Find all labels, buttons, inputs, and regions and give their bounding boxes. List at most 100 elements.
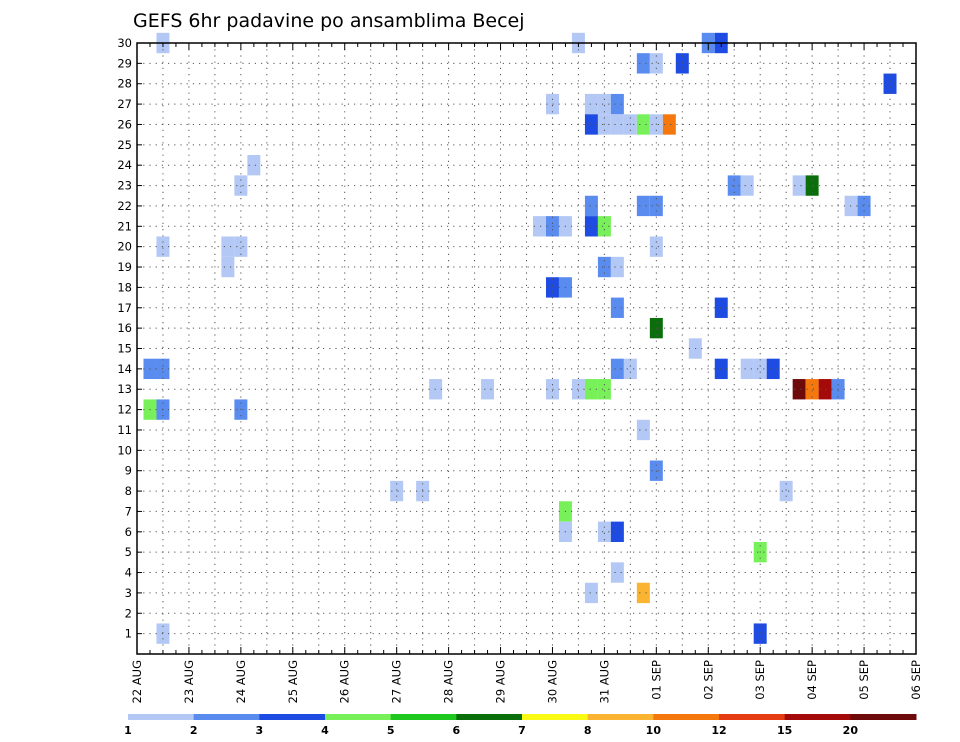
chart-title: GEFS 6hr padavine po ansamblima Becej: [133, 10, 525, 32]
x-tick-label: 27 AUG: [390, 660, 404, 703]
y-tick-label: 20: [117, 240, 132, 254]
precip-cell: [714, 358, 728, 380]
x-tick-label: 04 SEP: [805, 660, 819, 700]
y-tick-label: 27: [117, 97, 132, 111]
precip-cell: [636, 195, 650, 217]
x-tick-label: 23 AUG: [182, 660, 196, 703]
precip-cell: [636, 53, 650, 74]
y-axis: 1234567891011121314151617181920212223242…: [117, 36, 916, 641]
precip-cell: [610, 114, 624, 135]
precip-cell: [805, 379, 819, 400]
y-tick-label: 3: [125, 586, 132, 600]
precip-cell: [805, 175, 819, 196]
y-tick-label: 8: [125, 484, 132, 498]
precip-cell: [610, 297, 624, 318]
precip-cell: [792, 379, 806, 400]
colorbar-label: 2: [190, 724, 198, 737]
precip-cell: [649, 317, 663, 339]
x-tick-label: 05 SEP: [857, 660, 871, 700]
precip-cell: [649, 460, 663, 481]
precip-cell: [636, 419, 650, 441]
y-tick-label: 9: [125, 464, 132, 478]
precip-cell: [221, 256, 235, 278]
precip-cell: [221, 236, 235, 257]
y-tick-label: 12: [117, 403, 132, 417]
y-tick-label: 15: [117, 342, 132, 356]
grid-layer: [137, 42, 916, 654]
precip-cell: [597, 93, 611, 115]
x-tick-label: 30 AUG: [545, 660, 559, 703]
plot-frame: [136, 42, 917, 655]
colorbar-swatch: [390, 714, 457, 720]
precip-cell: [649, 236, 663, 257]
y-tick-label: 5: [125, 545, 132, 559]
x-tick-label: 28 AUG: [442, 660, 456, 703]
colorbar-label: 10: [646, 724, 662, 737]
y-tick-label: 11: [117, 423, 132, 437]
precip-cell: [623, 358, 637, 380]
y-tick-label: 25: [117, 138, 132, 152]
precip-cell: [792, 175, 806, 196]
colorbar-swatch: [522, 714, 589, 720]
x-tick-label: 31 AUG: [597, 660, 611, 703]
colorbar-label: 4: [321, 724, 329, 737]
precip-cell: [584, 195, 598, 217]
precip-cell: [649, 195, 663, 217]
precip-cell: [857, 195, 871, 217]
x-axis: 22 AUG 23 AUG 24 AUG 25 AUG 26 AUG 27 AUG 28 A…: [130, 43, 923, 703]
precip-cell: [584, 93, 598, 115]
colorbar-swatch: [456, 714, 523, 720]
y-tick-label: 13: [117, 382, 132, 396]
y-tick-label: 18: [117, 280, 132, 294]
y-tick-label: 26: [117, 117, 132, 131]
y-tick-label: 23: [117, 179, 132, 193]
y-tick-label: 24: [117, 158, 132, 172]
precip-cell: [727, 175, 741, 196]
precip-cell: [675, 53, 689, 74]
colorbar-swatch: [784, 714, 851, 720]
precip-cell: [610, 562, 624, 583]
precip-cell: [740, 358, 754, 380]
colorbar-label: 15: [777, 724, 792, 737]
x-tick-label: 02 SEP: [701, 660, 715, 700]
precip-cell: [610, 256, 624, 278]
precip-cell: [649, 53, 663, 74]
y-tick-label: 6: [125, 525, 132, 539]
precip-cell: [818, 379, 832, 400]
precip-cell: [584, 379, 598, 400]
precip-cell: [610, 358, 624, 380]
colorbar-swatch: [719, 714, 786, 720]
colorbar-swatch: [587, 714, 654, 720]
colorbar: 1 2 3 4 5 6 7 8 10 12 15 20: [124, 714, 917, 737]
colorbar-label: 12: [711, 724, 726, 737]
precip-cell: [779, 480, 793, 502]
precip-cell: [597, 521, 611, 542]
precip-cell: [753, 358, 767, 380]
precip-cell: [532, 216, 546, 237]
precip-cell: [584, 216, 598, 237]
precip-cell: [584, 582, 598, 604]
precip-cell: [584, 114, 598, 135]
cell-layer: [143, 32, 897, 644]
y-tick-label: 17: [117, 301, 132, 315]
precip-cell: [597, 379, 611, 400]
precip-cell: [234, 175, 248, 196]
colorbar-swatch: [193, 714, 260, 720]
y-tick-label: 19: [117, 260, 132, 274]
x-tick-label: 01 SEP: [649, 660, 663, 700]
precip-cell: [247, 155, 261, 176]
precip-cell: [766, 358, 780, 380]
precip-cell: [610, 521, 624, 542]
precip-cell: [714, 297, 728, 318]
y-tick-label: 10: [117, 443, 132, 457]
x-tick-label: 29 AUG: [494, 660, 508, 703]
precip-cell: [481, 379, 495, 400]
y-tick-label: 30: [117, 36, 132, 50]
x-tick-label: 22 AUG: [130, 660, 144, 703]
colorbar-swatch: [325, 714, 392, 720]
x-tick-label: 25 AUG: [286, 660, 300, 703]
y-tick-label: 16: [117, 321, 132, 335]
x-tick-label: 06 SEP: [909, 660, 923, 700]
colorbar-label: 5: [387, 724, 395, 737]
colorbar-label: 7: [518, 724, 526, 737]
